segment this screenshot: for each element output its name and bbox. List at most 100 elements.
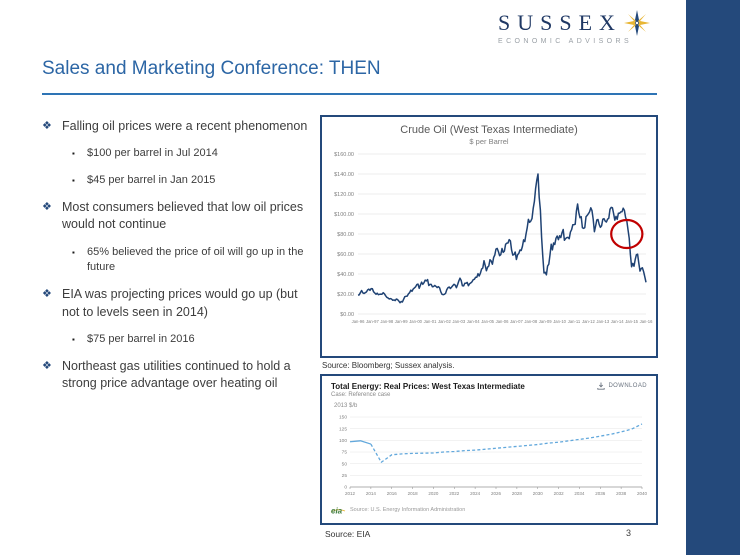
y-axis-label: $100.00 [334,212,354,218]
bullet-subitem: ▪ 65% believed the price of oil will go … [72,245,318,276]
x-axis-label: 2020 [428,491,439,496]
svg-text:eia: eia [331,507,343,516]
y-axis-label: 25 [342,473,348,479]
wti-price-line [357,173,647,304]
logo-wordmark: SUSSEX [498,10,622,35]
x-axis-label: 2016 [387,491,398,496]
chart-source-note: Source: Bloomberg; Sussex analysis. [322,361,455,370]
y-axis-label: 150 [339,415,347,421]
x-axis-label: Jan-13 [596,319,609,324]
bullet-text: $45 per barrel in Jan 2015 [87,173,216,186]
diamond-bullet-icon: ❖ [42,201,52,214]
x-axis-label: Jan-07 [510,319,523,324]
y-axis-label: 0 [344,485,347,491]
y-axis-label: $160.00 [334,152,354,158]
x-axis-label: 2022 [449,491,460,496]
projection-line [370,423,643,463]
download-label: DOWNLOAD [608,383,647,389]
x-axis-label: Jan-97 [366,319,379,324]
x-axis-label: Jan-00 [409,319,422,324]
x-axis-label: Jan-08 [524,319,537,324]
bullet-text: EIA was projecting prices would go up (b… [62,287,298,319]
crude-oil-chart-panel: Crude Oil (West Texas Intermediate) $ pe… [320,115,658,358]
x-axis-label: 2040 [637,491,648,496]
y-axis-label: $80.00 [337,232,354,238]
diamond-bullet-icon: ❖ [42,120,52,132]
x-axis-label: Jan-98 [380,319,393,324]
x-axis-label: Jan-01 [424,319,437,324]
x-axis-label: 2034 [574,491,585,496]
chart-subtitle: $ per Barrel [469,137,509,146]
eia-widget-footer: eia Source: U.S. Energy Information Admi… [330,505,656,515]
x-axis-label: Jan-09 [539,319,552,324]
crude-oil-line-chart: $0.00 $20.00 $40.00 $60.00 $80.00 $100.00 $120… [334,152,653,324]
x-axis-label: Jan-10 [553,319,566,324]
bullet-item: ❖ Falling oil prices were a recent pheno… [42,118,318,135]
diamond-bullet-icon: ❖ [42,360,52,373]
y-axis-label: $40.00 [337,272,354,278]
square-bullet-icon: ▪ [72,334,75,344]
y-axis-label: 100 [339,438,347,444]
x-axis-label: Jan-14 [611,319,624,324]
y-axis-label: $60.00 [337,252,354,258]
y-axis-label: 75 [342,450,348,456]
x-axis-label: Jan-15 [625,319,638,324]
x-axis-label: 2012 [345,491,356,496]
price-drop-annotation-circle [610,218,644,250]
title-underline [42,93,657,95]
right-accent-band [686,0,740,555]
square-bullet-icon: ▪ [72,247,75,257]
page-number: 3 [626,528,632,538]
x-axis-label: Jan-04 [467,319,480,324]
eia-chart-title: Total Energy: Real Prices: West Texas In… [331,382,525,391]
logo-tagline: ECONOMIC ADVISORS [498,38,633,45]
x-axis-label: 2024 [470,491,481,496]
x-axis-label: 2028 [512,491,523,496]
download-button[interactable]: DOWNLOAD [597,382,647,390]
x-axis-label: 2026 [491,491,502,496]
y-axis-label: 50 [342,461,348,467]
y-axis-label: $120.00 [334,192,354,198]
compass-star-icon [623,10,650,36]
slide-source-note: Source: EIA [325,529,371,539]
eia-logo: eia [330,505,346,515]
diamond-bullet-icon: ❖ [42,288,52,301]
x-axis-label: 2036 [595,491,606,496]
bullet-item: ❖ Most consumers believed that low oil p… [42,199,318,234]
x-axis-label: Jan-16 [640,319,653,324]
eia-unit-label: 2013 $/b [334,403,358,409]
x-axis-label: Jan-99 [395,319,408,324]
x-axis-label: 2032 [554,491,565,496]
x-axis-label: 2030 [533,491,544,496]
eia-widget-titles: Total Energy: Real Prices: West Texas In… [331,382,525,398]
x-axis-label: 2014 [366,491,377,496]
x-axis-label: Jan-11 [568,319,581,324]
x-axis-label: 2038 [616,491,627,496]
eia-source-note: Source: U.S. Energy Information Administ… [350,507,466,513]
x-axis-label: Jan-03 [452,319,465,324]
bullet-list: ❖ Falling oil prices were a recent pheno… [42,118,318,404]
square-bullet-icon: ▪ [72,175,75,185]
download-icon [597,382,606,390]
bullet-text: Most consumers believed that low oil pri… [62,200,304,232]
x-axis-label: Jan-96 [352,319,365,324]
eia-widget-header: Total Energy: Real Prices: West Texas In… [322,376,656,398]
bullet-text: Falling oil prices were a recent phenome… [62,119,308,133]
x-axis-label: 2018 [408,491,419,496]
y-axis-label: 125 [339,426,347,432]
chart-title: Crude Oil (West Texas Intermediate) [400,124,578,136]
y-axis-label: $20.00 [337,292,354,298]
x-axis-label: Jan-05 [481,319,494,324]
x-axis-label: Jan-06 [496,319,509,324]
x-axis-label: Jan-12 [582,319,595,324]
bullet-text: Northeast gas utilities continued to hol… [62,359,291,391]
bullet-text: $75 per barrel in 2016 [87,332,195,345]
y-axis-label: $140.00 [334,172,354,178]
bullet-text: 65% believed the price of oil will go up… [87,245,304,273]
bullet-item: ❖ Northeast gas utilities continued to h… [42,358,318,393]
history-line [349,440,372,445]
bullet-subitem: ▪ $45 per barrel in Jan 2015 [72,173,318,188]
bullet-item: ❖ EIA was projecting prices would go up … [42,286,318,321]
sussex-logo: SUSSEX ECONOMIC ADVISORS [498,10,663,45]
